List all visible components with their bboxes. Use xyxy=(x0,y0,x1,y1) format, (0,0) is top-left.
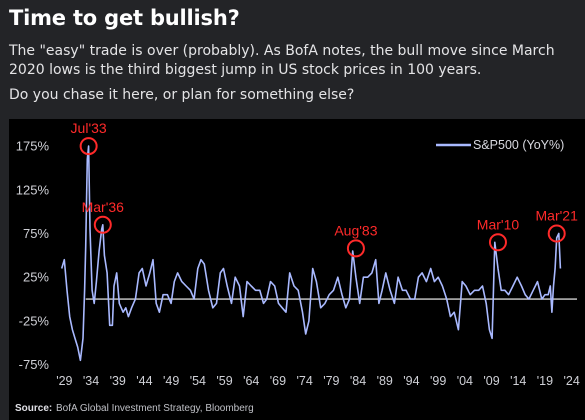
y-tick-label: -75% xyxy=(19,357,50,372)
x-axis-ticks: '29 '34 '39 '44 '49 '54 '59 '64 '69 '74 '79 '84 '89 '… xyxy=(56,374,580,388)
annotation-circle xyxy=(346,239,365,258)
x-tick-label: '99 xyxy=(430,374,446,388)
x-tick-label: '84 xyxy=(350,374,366,388)
x-tick-label: '44 xyxy=(136,374,152,388)
chart-svg: 175% 125% 75% 25% -25% -75% '29 '34 '39 '44 '49 '5… xyxy=(15,120,580,414)
annotation-circle xyxy=(79,137,98,156)
annotation-label: Jul'33 xyxy=(71,120,107,136)
x-tick-label: '74 xyxy=(297,374,313,388)
x-tick-label: '29 xyxy=(56,374,72,388)
annotation-label: Mar'36 xyxy=(82,199,125,215)
annotation-label: Mar'21 xyxy=(536,208,579,224)
x-tick-label: '14 xyxy=(510,374,526,388)
y-axis-ticks: 175% 125% 75% 25% -25% -75% xyxy=(16,139,50,373)
question-paragraph: Do you chase it here, or plan for someth… xyxy=(9,87,355,103)
x-tick-label: '34 xyxy=(83,374,99,388)
x-tick-label: '59 xyxy=(216,374,232,388)
x-tick-label: '24 xyxy=(564,374,580,388)
legend-label: S&P500 (YoY%) xyxy=(473,138,564,152)
annotations: Jul'33 Mar'36 Aug'83 Mar'10 Mar'21 xyxy=(71,120,579,258)
x-tick-label: '94 xyxy=(403,374,419,388)
annotation-label: Mar'10 xyxy=(477,216,520,232)
series-line xyxy=(60,145,562,362)
annotation-circle xyxy=(488,233,507,252)
x-tick-label: '64 xyxy=(243,374,259,388)
annotation-circle xyxy=(93,215,112,234)
page-title: Time to get bullish? xyxy=(9,6,240,30)
y-tick-label: -25% xyxy=(19,313,50,328)
x-tick-label: '39 xyxy=(110,374,126,388)
y-tick-label: 75% xyxy=(23,226,49,241)
legend: S&P500 (YoY%) xyxy=(436,138,564,152)
x-tick-label: '09 xyxy=(483,374,499,388)
x-tick-label: '69 xyxy=(270,374,286,388)
x-tick-label: '49 xyxy=(163,374,179,388)
y-tick-label: 25% xyxy=(23,270,49,285)
source-text: BofA Global Investment Strategy, Bloombe… xyxy=(56,403,254,414)
intro-paragraph: The "easy" trade is over (probably). As … xyxy=(9,43,555,78)
y-tick-label: 125% xyxy=(16,182,50,197)
x-tick-label: '19 xyxy=(537,374,553,388)
annotation-circle xyxy=(547,224,566,243)
x-tick-label: '79 xyxy=(323,374,339,388)
x-tick-label: '89 xyxy=(377,374,393,388)
annotation-label: Aug'83 xyxy=(334,222,377,238)
x-tick-label: '54 xyxy=(190,374,206,388)
y-tick-label: 175% xyxy=(16,139,50,154)
x-tick-label: '04 xyxy=(457,374,473,388)
chart-panel: 175% 125% 75% 25% -25% -75% '29 '34 '39 '44 '49 '5… xyxy=(9,119,585,420)
source-label: Source: xyxy=(15,403,52,414)
